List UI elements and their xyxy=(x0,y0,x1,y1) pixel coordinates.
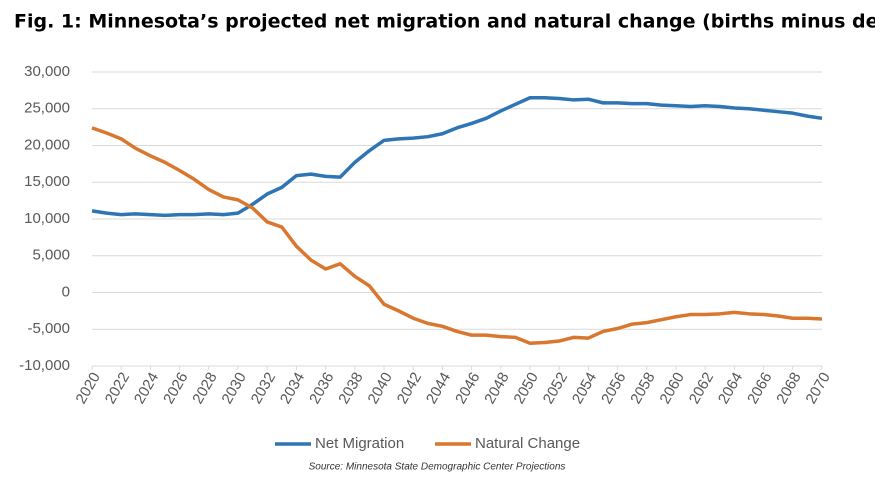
y-tick-label: 15,000 xyxy=(24,173,70,190)
x-tick-label: 2026 xyxy=(160,369,191,406)
legend-label: Natural Change xyxy=(475,435,580,452)
x-tick-label: 2020 xyxy=(72,369,103,406)
x-tick-label: 2062 xyxy=(686,369,717,406)
x-tick-label: 2060 xyxy=(656,369,687,406)
y-tick-label: 10,000 xyxy=(24,210,70,227)
y-tick-label: 30,000 xyxy=(24,63,70,80)
y-tick-label: -10,000 xyxy=(19,357,70,374)
x-tick-label: 2024 xyxy=(131,369,162,406)
x-tick-label: 2028 xyxy=(189,369,220,406)
y-tick-label: 20,000 xyxy=(24,136,70,153)
x-tick-label: 2040 xyxy=(364,369,395,406)
chart-title: Fig. 1: Minnesota’s projected net migrat… xyxy=(14,11,875,33)
x-tick-label: 2044 xyxy=(423,369,454,406)
y-tick-label: 0 xyxy=(62,283,70,300)
legend-label: Net Migration xyxy=(315,435,404,452)
x-tick-label: 2064 xyxy=(715,369,746,406)
y-tick-label: 5,000 xyxy=(32,247,70,264)
source-note: Source: Minnesota State Demographic Cent… xyxy=(309,462,566,473)
x-tick-label: 2066 xyxy=(744,369,775,406)
x-tick-label: 2054 xyxy=(569,369,600,406)
x-tick-label: 2056 xyxy=(598,369,629,406)
x-tick-label: 2034 xyxy=(277,369,308,406)
x-tick-label: 2032 xyxy=(248,369,279,406)
x-tick-label: 2048 xyxy=(481,369,512,406)
x-tick-label: 2022 xyxy=(102,369,133,406)
x-tick-label: 2070 xyxy=(802,369,833,406)
x-tick-label: 2052 xyxy=(540,369,571,406)
y-tick-label: -5,000 xyxy=(27,320,70,337)
x-tick-label: 2046 xyxy=(452,369,483,406)
x-tick-label: 2038 xyxy=(335,369,366,406)
x-tick-label: 2030 xyxy=(218,369,249,406)
x-tick-label: 2036 xyxy=(306,369,337,406)
x-tick-label: 2068 xyxy=(773,369,804,406)
series-line xyxy=(91,95,823,218)
y-tick-label: 25,000 xyxy=(24,100,70,117)
x-tick-label: 2042 xyxy=(394,369,425,406)
x-tick-label: 2058 xyxy=(627,369,658,406)
series-line xyxy=(91,126,823,345)
x-tick-label: 2050 xyxy=(510,369,541,406)
